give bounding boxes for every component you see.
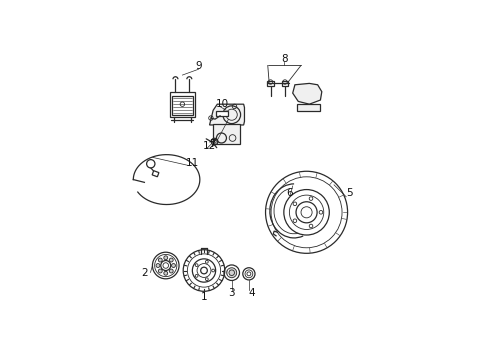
Polygon shape xyxy=(293,84,322,104)
Bar xyxy=(152,171,159,177)
Polygon shape xyxy=(170,92,195,117)
Circle shape xyxy=(164,271,168,275)
Bar xyxy=(217,111,227,116)
Text: 8: 8 xyxy=(281,54,288,64)
Circle shape xyxy=(158,258,162,262)
Circle shape xyxy=(170,269,173,273)
Polygon shape xyxy=(210,104,245,125)
Text: 4: 4 xyxy=(248,288,255,298)
Circle shape xyxy=(156,264,160,267)
Bar xyxy=(267,81,274,86)
Circle shape xyxy=(158,269,162,273)
Text: 6: 6 xyxy=(287,188,293,198)
Polygon shape xyxy=(297,104,320,111)
Bar xyxy=(282,81,288,86)
Text: 1: 1 xyxy=(201,292,207,302)
Text: 9: 9 xyxy=(195,61,202,71)
Text: 12: 12 xyxy=(202,141,216,151)
Text: 11: 11 xyxy=(186,158,199,168)
Text: 10: 10 xyxy=(216,99,229,109)
Text: 2: 2 xyxy=(141,268,147,278)
Circle shape xyxy=(164,256,168,260)
Text: 3: 3 xyxy=(228,288,235,298)
Text: 5: 5 xyxy=(346,188,353,198)
Text: 7: 7 xyxy=(210,139,216,149)
Circle shape xyxy=(170,258,173,262)
Circle shape xyxy=(172,264,175,267)
Polygon shape xyxy=(213,124,240,144)
